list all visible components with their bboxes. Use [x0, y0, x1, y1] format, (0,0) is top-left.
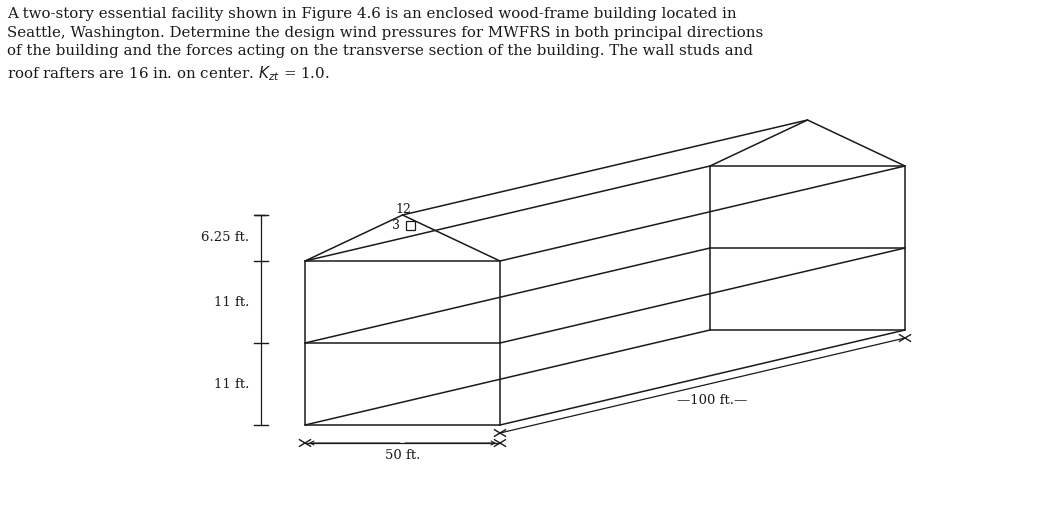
- Text: 12: 12: [395, 204, 412, 217]
- Text: 6.25 ft.: 6.25 ft.: [201, 232, 249, 245]
- Text: 3: 3: [392, 219, 400, 232]
- Text: A two-story essential facility shown in Figure 4.6 is an enclosed wood-frame bui: A two-story essential facility shown in …: [7, 7, 763, 83]
- Text: —100 ft.—: —100 ft.—: [677, 393, 748, 406]
- Text: 50 ft.: 50 ft.: [385, 449, 420, 462]
- Text: 11 ft.: 11 ft.: [214, 377, 249, 390]
- Text: 11 ft.: 11 ft.: [214, 296, 249, 309]
